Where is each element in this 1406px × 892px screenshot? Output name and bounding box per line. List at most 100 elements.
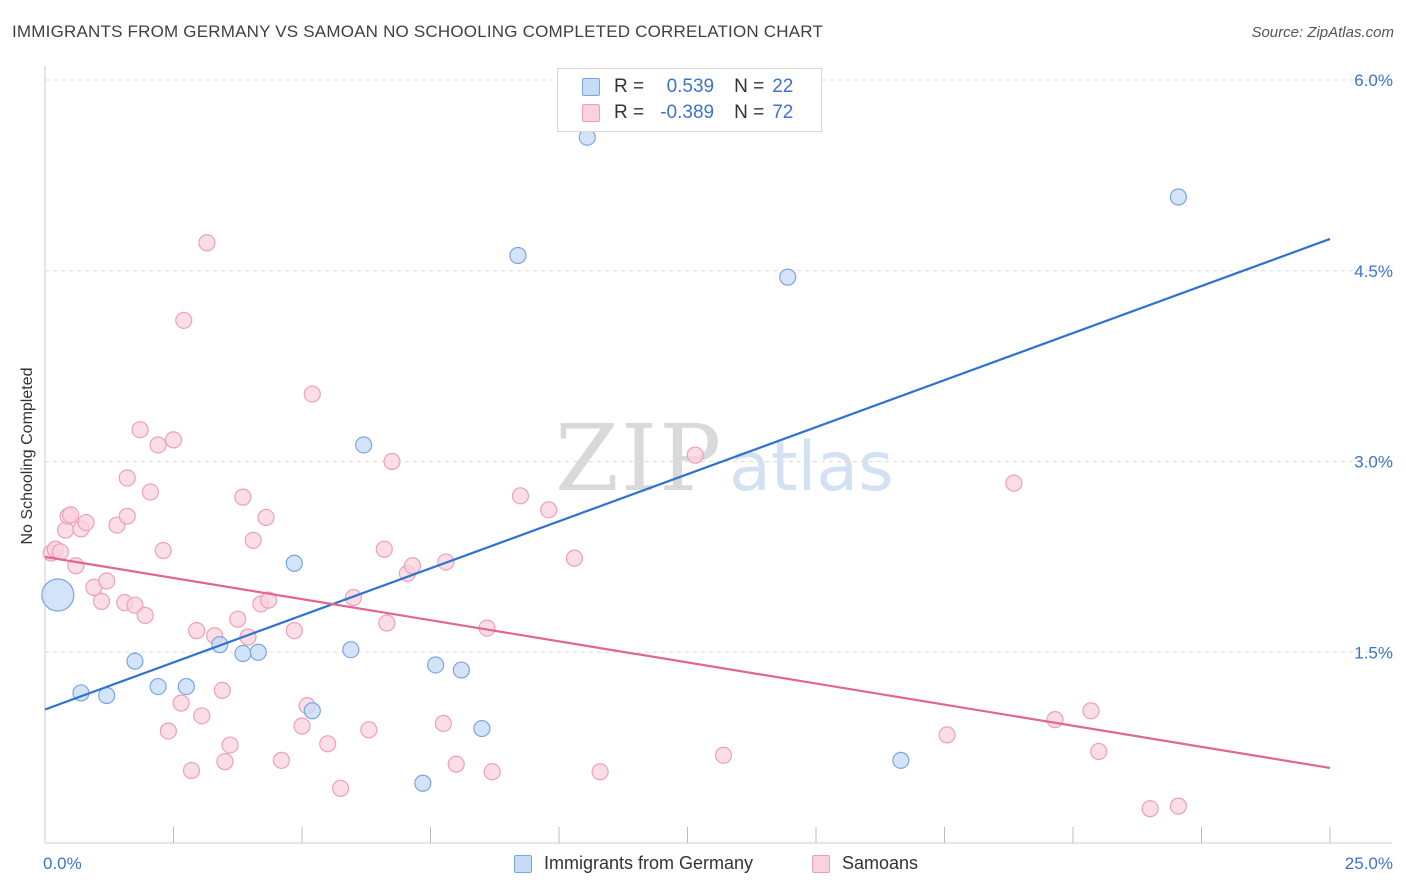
samoans-point	[172, 694, 190, 712]
chart-title: IMMIGRANTS FROM GERMANY VS SAMOAN NO SCH…	[12, 22, 824, 41]
samoans-point	[118, 507, 136, 525]
germany-point	[41, 578, 75, 612]
samoans-point	[1169, 797, 1187, 815]
samoans-point	[565, 549, 584, 567]
samoans-point	[257, 508, 275, 527]
legend-r-label: R =	[614, 76, 645, 97]
samoans-points	[42, 234, 1187, 818]
samoans-point	[175, 311, 193, 329]
legend-label-samoans: Samoans	[842, 853, 919, 873]
x-tick-label-min: 0.0%	[43, 854, 82, 873]
germany-point	[355, 436, 373, 454]
samoans-point	[131, 421, 149, 439]
samoans-point	[293, 717, 311, 735]
grid	[45, 79, 1392, 653]
samoans-point	[188, 622, 206, 640]
y-axis-label: No Schooling Completed	[19, 367, 36, 545]
samoans-point	[164, 431, 183, 449]
samoans-point	[92, 592, 111, 610]
germany-point	[509, 246, 527, 265]
y-tick-label: 3.0%	[1354, 453, 1393, 472]
samoans-point	[198, 234, 216, 252]
germany-point	[473, 719, 491, 738]
legend-r-value: -0.389	[660, 102, 715, 123]
samoans-point	[360, 721, 378, 739]
legend-item-samoans[interactable]: Samoans	[812, 853, 918, 874]
legend-r-value: 0.539	[666, 76, 715, 97]
samoans-point	[714, 746, 733, 764]
correlation-legend: R = 0.539 N = 22 R = -0.389 N = 72	[557, 68, 822, 132]
samoans-point	[141, 483, 159, 501]
legend-item-germany[interactable]: Immigrants from Germany	[514, 853, 753, 874]
samoans-point	[154, 541, 172, 560]
samoans-point	[272, 751, 291, 769]
samoans-point	[1141, 800, 1159, 818]
samoans-point	[244, 531, 262, 549]
samoans-point	[1082, 702, 1100, 720]
germany-points	[41, 128, 1187, 792]
samoans-point	[213, 681, 231, 700]
samoans-point	[511, 487, 530, 505]
source-credit: Source: ZipAtlas.com	[1251, 24, 1394, 41]
germany-point	[892, 751, 910, 769]
samoans-point	[1046, 711, 1064, 729]
series-legend: Immigrants from Germany Samoans	[0, 851, 1406, 879]
legend-row-germany: R = 0.539 N = 22	[582, 75, 793, 99]
legend-n-value: 72	[772, 102, 794, 123]
tick-labels: 1.5% 3.0% 4.5% 6.0% 0.0% 25.0%	[43, 71, 1393, 873]
samoans-point	[182, 761, 201, 780]
samoans-point	[483, 763, 501, 781]
samoans-point	[77, 513, 95, 532]
germany-point	[414, 774, 432, 792]
germany-point	[149, 677, 167, 696]
legend-n-label: N =	[734, 76, 765, 97]
samoans-point	[136, 606, 154, 624]
samoans-point	[1090, 742, 1108, 761]
germany-point	[177, 677, 195, 696]
germany-point	[249, 643, 267, 661]
legend-swatch-samoans	[582, 104, 600, 122]
x-tick-label-max: 25.0%	[1345, 854, 1393, 873]
germany-point	[342, 641, 360, 659]
samoans-point	[221, 736, 239, 754]
germany-point	[452, 661, 470, 679]
samoans-point	[149, 436, 167, 454]
legend-label-germany: Immigrants from Germany	[544, 853, 754, 873]
germany-point	[234, 644, 252, 663]
germany-point	[779, 268, 797, 286]
samoans-point	[375, 540, 393, 558]
samoans-point	[126, 596, 144, 614]
samoans-point	[303, 385, 321, 403]
germany-point	[427, 656, 445, 674]
samoans-point	[447, 755, 465, 773]
germany-trend-line	[44, 237, 1331, 711]
samoans-point	[159, 722, 177, 740]
samoans-point	[540, 501, 558, 519]
samoans-point	[229, 610, 247, 628]
y-tick-label: 1.5%	[1354, 643, 1393, 662]
germany-point	[303, 702, 321, 720]
samoans-point	[56, 521, 75, 539]
samoans-point	[938, 726, 956, 744]
samoans-point	[331, 779, 350, 797]
samoans-point	[686, 446, 704, 464]
legend-swatch-samoans	[812, 854, 830, 873]
samoans-point	[193, 707, 211, 725]
samoans-point	[383, 452, 401, 471]
samoans-point	[591, 763, 609, 781]
germany-point	[126, 652, 144, 670]
legend-n-label: N =	[734, 102, 765, 123]
legend-n-value: 22	[772, 76, 794, 97]
samoans-point	[378, 614, 396, 632]
samoans-point	[434, 714, 452, 733]
samoans-point	[319, 735, 337, 753]
legend-swatch-germany	[514, 854, 532, 873]
axes	[44, 66, 1392, 844]
legend-swatch-germany	[582, 78, 600, 96]
samoans-point	[118, 469, 136, 487]
samoans-point	[259, 591, 278, 609]
germany-point	[1169, 188, 1187, 206]
trend-lines	[44, 237, 1331, 770]
samoans-point	[285, 622, 303, 640]
